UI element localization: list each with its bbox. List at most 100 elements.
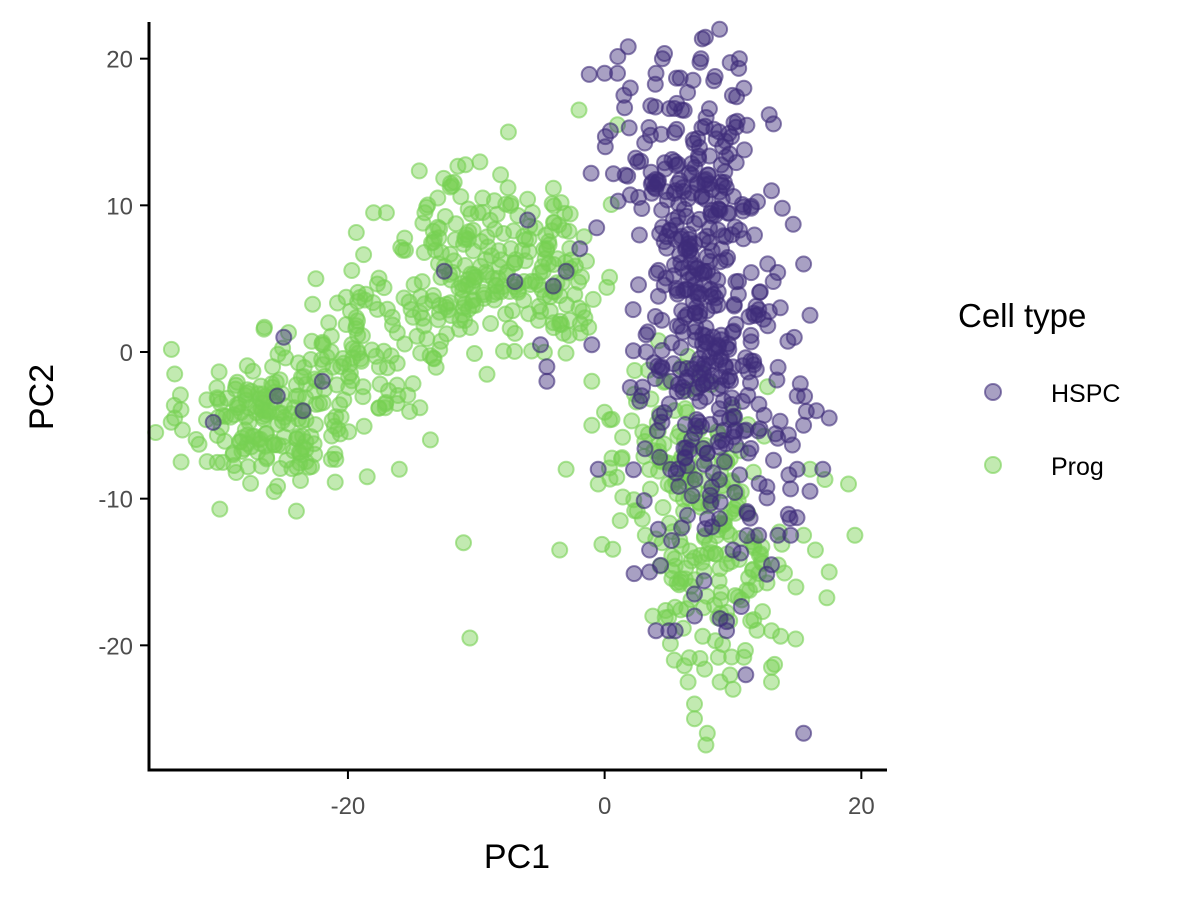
data-point-prog [303,332,321,350]
data-point-prog [723,648,741,666]
data-point-hspc [686,585,703,603]
data-point-prog [329,294,346,312]
data-point-prog [208,453,226,471]
data-point-prog [724,680,742,698]
data-point-prog [680,649,698,667]
data-point-hspc [635,492,653,510]
data-point-hspc [625,461,642,479]
data-point-prog [340,368,358,386]
data-point-prog [239,458,257,476]
data-point-prog [570,299,588,317]
data-point-hspc [711,510,728,528]
data-point-hspc [633,200,651,217]
data-point-prog [455,534,472,552]
data-point-prog [623,412,641,430]
data-point-hspc [763,182,780,200]
data-point-prog [529,311,547,329]
data-point-hspc [680,164,698,182]
data-point-hspc [764,273,782,290]
data-point-hspc [711,20,729,38]
data-point-hspc [649,287,667,305]
y-tick-label: 0 [120,340,133,367]
data-point-hspc [609,192,627,210]
data-point-prog [453,275,471,293]
data-point-hspc [557,262,575,280]
data-point-prog [429,189,447,207]
data-point-prog [270,404,288,422]
data-point-hspc [677,280,695,298]
data-point-prog [495,342,512,360]
data-point-hspc [751,283,769,301]
data-point-prog [358,468,376,486]
data-points [147,20,864,754]
data-point-prog [401,403,419,420]
data-point-hspc [651,448,669,466]
data-point-hspc [694,440,712,458]
data-point-prog [557,460,575,478]
data-point-hspc [689,147,707,165]
data-point-prog [351,289,369,306]
data-point-prog [474,189,492,207]
data-point-hspc [544,277,562,295]
data-point-prog [377,204,395,222]
data-point-hspc [641,563,659,581]
data-point-hspc [663,151,681,168]
data-point-hspc [779,505,797,523]
data-point-prog [166,365,184,383]
data-point-prog [271,460,289,477]
data-point-prog [589,475,607,493]
data-point-hspc [730,50,748,68]
data-point-prog [354,378,372,396]
data-point-prog [735,648,753,666]
data-point-hspc [814,460,832,478]
data-point-prog [352,352,370,370]
data-point-prog [327,450,345,468]
data-point-prog [641,461,658,478]
data-point-prog [349,312,366,330]
data-point-prog [394,241,412,259]
data-point-hspc [779,426,797,444]
data-point-hspc [620,119,638,137]
data-point-hspc [697,319,715,337]
data-point-hspc [784,215,802,233]
data-point-prog [429,218,447,236]
data-point-prog [190,435,208,453]
data-point-hspc [647,170,665,188]
data-point-hspc [759,317,777,335]
data-point-hspc [700,234,718,252]
data-point-prog [320,314,338,332]
data-point-hspc [653,50,671,68]
data-point-prog [377,393,395,411]
data-point-prog [551,541,569,559]
data-point-hspc [657,183,675,201]
data-point-hspc [609,48,627,65]
data-point-hspc [769,358,787,376]
data-point-prog [706,632,724,650]
data-point-prog [772,627,790,645]
legend-label-prog: Prog [1051,453,1104,481]
data-point-hspc [670,477,688,495]
data-point-prog [416,204,434,222]
data-point-prog [598,278,616,296]
data-point-prog [611,512,629,530]
data-point-hspc [506,273,524,291]
data-point-hspc [624,301,642,319]
data-point-hspc [758,489,776,507]
data-point-prog [738,581,756,599]
data-point-prog [520,230,538,248]
data-point-hspc [538,372,556,390]
x-axis-title: PC1 [484,838,550,876]
data-point-hspc [583,336,601,354]
data-point-hspc [769,526,787,544]
data-point-prog [456,257,474,274]
data-point-hspc [722,372,740,390]
data-point-prog [806,541,824,559]
data-point-hspc [616,99,634,117]
data-point-prog [467,296,485,314]
data-point-hspc [712,409,730,427]
data-point-hspc [580,65,598,83]
data-point-hspc [742,440,760,457]
data-point-hspc [726,484,744,501]
data-point-prog [365,204,383,222]
data-point-prog [763,673,780,691]
